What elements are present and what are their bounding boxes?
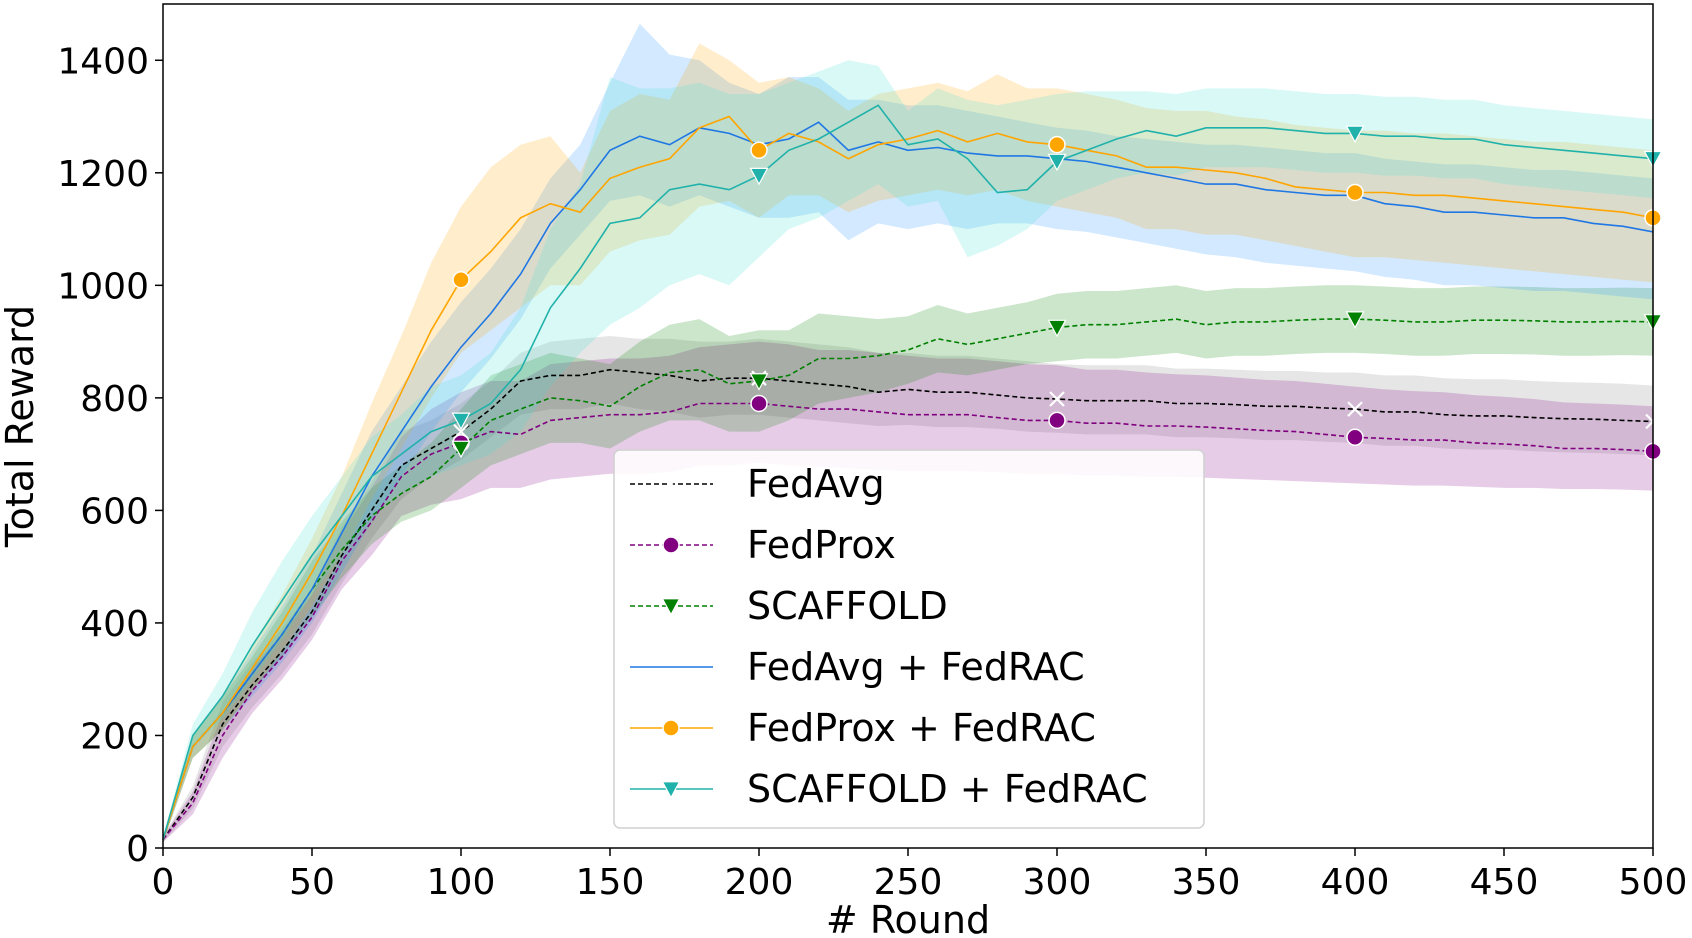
y-tick-label-1000: 1000 bbox=[57, 266, 149, 307]
x-tick-label-400: 400 bbox=[1321, 862, 1390, 903]
x-tick-label-0: 0 bbox=[152, 862, 175, 903]
line-fedavg-fedrac bbox=[162, 121, 1654, 840]
x-tick-label-150: 150 bbox=[576, 862, 645, 903]
band-fedavg bbox=[163, 336, 1653, 843]
line-fedavg bbox=[162, 368, 1654, 841]
legend-marker-fedprox-fedrac bbox=[662, 719, 680, 737]
band-fedprox-fedrac bbox=[163, 43, 1653, 843]
legend-label-fedprox: FedProx bbox=[747, 523, 896, 567]
line-fedprox bbox=[162, 402, 1654, 841]
legend-marker-scaffold bbox=[661, 598, 681, 616]
marker-fedprox-fedrac-100 bbox=[452, 270, 470, 289]
marker-fedprox-fedrac-400 bbox=[1346, 183, 1364, 202]
legend-marker-fedavg bbox=[663, 476, 679, 492]
x-tick-label-500: 500 bbox=[1619, 862, 1688, 903]
marker-scaffold-100 bbox=[451, 440, 471, 459]
legend-label-fedavg-fedrac: FedAvg + FedRAC bbox=[747, 645, 1085, 689]
marker-scaffold-fedrac-100 bbox=[451, 412, 471, 431]
y-tick-label-800: 800 bbox=[80, 379, 149, 420]
marker-scaffold-300 bbox=[1047, 319, 1067, 338]
x-tick-label-200: 200 bbox=[725, 862, 794, 903]
x-tick-label-100: 100 bbox=[427, 862, 496, 903]
y-axis: 0 200 400 600 800 1000 1200 1400 bbox=[57, 41, 163, 870]
legend-label-fedavg: FedAvg bbox=[747, 462, 885, 506]
x-axis: 0 50 100 150 200 250 300 350 400 450 500 bbox=[152, 848, 1688, 903]
legend-box bbox=[613, 449, 1205, 829]
legend-marker-scaffold-fedrac bbox=[661, 781, 681, 799]
y-tick-label-1200: 1200 bbox=[57, 154, 149, 195]
x-tick-label-300: 300 bbox=[1023, 862, 1092, 903]
y-tick-label-200: 200 bbox=[80, 716, 149, 757]
x-tick-label-450: 450 bbox=[1470, 862, 1539, 903]
line-fedprox-fedrac bbox=[162, 115, 1654, 840]
marker-fedprox-300 bbox=[1048, 411, 1066, 430]
band-fedprox bbox=[163, 341, 1653, 843]
legend: FedAvg FedProx SCAFFOLD FedAvg + FedRAC FedP… bbox=[613, 449, 1205, 829]
marker-scaffold-400 bbox=[1345, 311, 1365, 329]
legend-label-fedprox-fedrac: FedProx + FedRAC bbox=[747, 706, 1096, 750]
marker-scaffold-fedrac-200 bbox=[749, 167, 769, 186]
marker-fedprox-200 bbox=[750, 394, 768, 413]
y-tick-label-400: 400 bbox=[80, 604, 149, 645]
y-tick-label-1400: 1400 bbox=[57, 41, 149, 82]
legend-label-scaffold: SCAFFOLD bbox=[747, 584, 948, 628]
band-fedavg-fedrac bbox=[163, 23, 1653, 843]
line-scaffold-fedrac bbox=[162, 104, 1654, 840]
marker-fedprox-fedrac-200 bbox=[750, 141, 768, 160]
y-tick-label-600: 600 bbox=[80, 491, 149, 532]
legend-marker-fedprox bbox=[662, 536, 680, 554]
marker-scaffold-fedrac-300 bbox=[1047, 153, 1067, 172]
marker-fedavg-300 bbox=[1049, 391, 1065, 407]
marker-fedavg-400 bbox=[1347, 401, 1363, 417]
x-tick-label-350: 350 bbox=[1172, 862, 1241, 903]
y-axis-title: Total Reward bbox=[0, 305, 42, 548]
marker-scaffold-fedrac-400 bbox=[1345, 125, 1365, 144]
marker-fedprox-400 bbox=[1346, 428, 1364, 447]
x-tick-label-50: 50 bbox=[289, 862, 335, 903]
marker-scaffold-200 bbox=[749, 373, 769, 391]
legend-label-scaffold-fedrac: SCAFFOLD + FedRAC bbox=[747, 767, 1148, 811]
y-tick-label-0: 0 bbox=[126, 829, 149, 870]
x-tick-label-250: 250 bbox=[874, 862, 943, 903]
series-lines bbox=[162, 104, 1654, 841]
x-axis-title: # Round bbox=[826, 898, 990, 938]
band-scaffold bbox=[163, 285, 1653, 843]
marker-fedprox-fedrac-300 bbox=[1048, 135, 1066, 154]
